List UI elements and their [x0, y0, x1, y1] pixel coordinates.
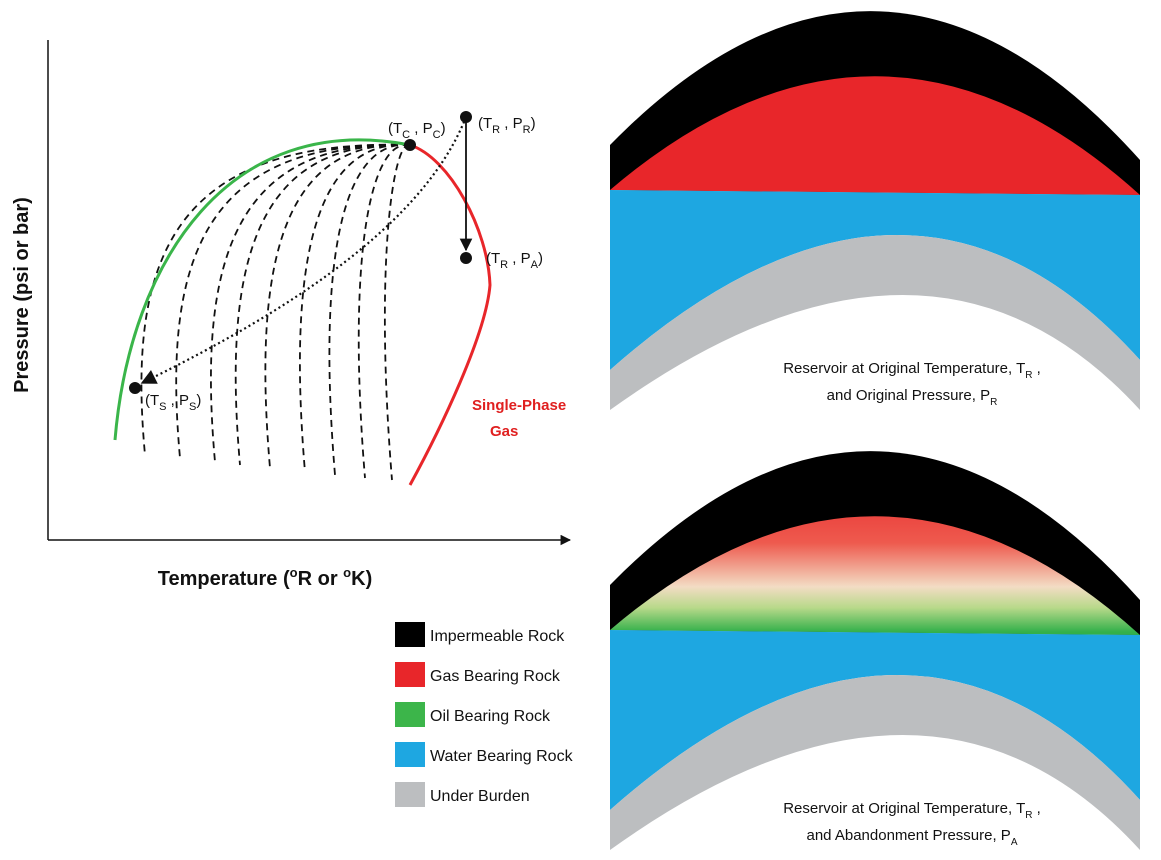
reservoir-abandonment	[610, 451, 1140, 850]
point-label: (TC , PC)	[388, 120, 446, 141]
text-part: o	[290, 565, 298, 580]
y-axis-label: Pressure (psi or bar)	[11, 197, 33, 393]
quality-line	[234, 143, 411, 466]
text-part: )	[196, 392, 201, 409]
text-part: (T	[486, 250, 500, 267]
quality-line	[175, 143, 411, 459]
labels: Pressure (psi or bar) Temperature (oR or …	[11, 115, 1041, 848]
text-part: ,	[1032, 360, 1040, 377]
quality-line	[264, 143, 411, 469]
point	[460, 111, 472, 123]
water-zone	[610, 190, 1140, 370]
text-part: C	[433, 129, 441, 141]
text-part: , P	[500, 115, 523, 132]
caption-line: Reservoir at Original Temperature, TR ,	[783, 800, 1041, 821]
text-part: )	[531, 115, 536, 132]
quality-lines	[140, 143, 411, 481]
text-part: S	[189, 401, 196, 413]
quality-line	[328, 143, 411, 476]
text-part: R	[492, 124, 500, 136]
under-burden	[610, 234, 1140, 410]
text-part: R	[1025, 810, 1032, 821]
gas-oil-zone	[610, 516, 1140, 635]
dotted-path	[140, 116, 468, 384]
gas-zone	[610, 76, 1140, 195]
text-part: S	[159, 401, 166, 413]
reservoir-original	[610, 11, 1140, 410]
text-part: , P	[508, 250, 531, 267]
point-label: (TR , PR)	[478, 115, 536, 136]
phase-diagram	[47, 40, 572, 546]
under-burden	[610, 674, 1140, 850]
text-part: R	[990, 397, 997, 408]
text-part: R	[1025, 370, 1032, 381]
point-label: (TR , PA)	[486, 250, 543, 271]
legend-swatch	[395, 622, 425, 647]
text-part: and Original Pressure, P	[827, 387, 990, 404]
text-part: ,	[1032, 800, 1040, 817]
x-axis-label: Temperature (oR or oK)	[158, 565, 372, 590]
caption-line: Reservoir at Original Temperature, TR ,	[783, 360, 1041, 381]
text-part: A	[531, 259, 539, 271]
point-label: (TS , PS)	[145, 392, 201, 413]
text-part: R or	[298, 568, 344, 590]
legend-label: Oil Bearing Rock	[430, 708, 551, 725]
dew-point-curve	[408, 143, 492, 486]
text-part: Reservoir at Original Temperature, T	[783, 800, 1025, 817]
quality-line	[383, 144, 411, 481]
water-zone	[610, 630, 1140, 810]
legend-label: Gas Bearing Rock	[430, 668, 561, 685]
text-part: (T	[388, 120, 402, 137]
legend-swatch	[395, 662, 425, 687]
quality-line	[210, 143, 411, 463]
legend-swatch	[395, 782, 425, 807]
text-part: A	[1011, 837, 1018, 848]
legend-label: Impermeable Rock	[430, 628, 565, 645]
point	[129, 382, 141, 394]
region-label: Single-Phase	[472, 397, 566, 414]
legend-label: Water Bearing Rock	[430, 748, 574, 765]
text-part: (T	[145, 392, 159, 409]
text-part: K)	[351, 568, 372, 590]
point	[404, 139, 416, 151]
text-part: , P	[410, 120, 433, 137]
text-part: )	[538, 250, 543, 267]
text-part: R	[500, 259, 508, 271]
text-part: , P	[167, 392, 190, 409]
text-part: )	[441, 120, 446, 137]
bubble-point-curve	[113, 138, 411, 441]
text-part: o	[343, 565, 351, 580]
caption-line: and Original Pressure, PR	[827, 387, 998, 408]
caption-line: and Abandonment Pressure, PA	[807, 827, 1018, 848]
text-part: R	[523, 124, 531, 136]
text-part: and Abandonment Pressure, P	[807, 827, 1011, 844]
quality-line	[357, 144, 411, 479]
text-part: (T	[478, 115, 492, 132]
legend-swatch	[395, 742, 425, 767]
text-part: Temperature (	[158, 568, 290, 590]
legend-label: Under Burden	[430, 788, 530, 805]
point	[460, 252, 472, 264]
legend-swatch	[395, 702, 425, 727]
region-label: Gas	[490, 423, 518, 440]
text-part: C	[402, 129, 410, 141]
quality-line	[299, 143, 411, 473]
text-part: Reservoir at Original Temperature, T	[783, 360, 1025, 377]
